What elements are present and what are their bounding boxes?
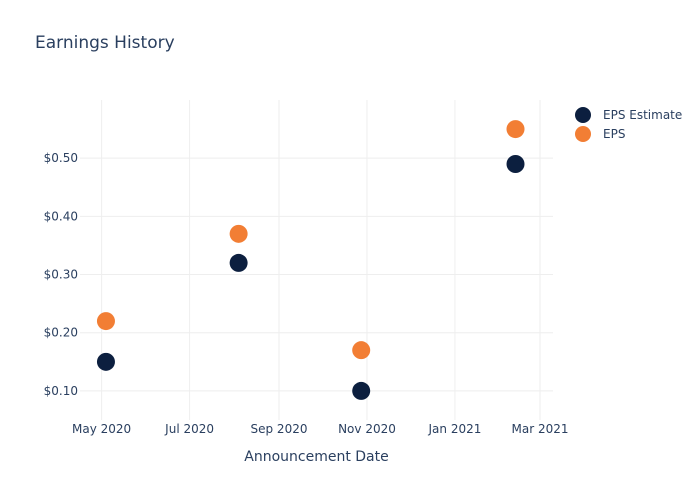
data-point-eps[interactable]	[96, 312, 115, 331]
y-tick-label: $0.20	[44, 326, 78, 340]
legend[interactable]: EPS Estimate EPS	[575, 107, 682, 142]
data-point-eps[interactable]	[229, 224, 248, 243]
legend-label[interactable]: EPS	[603, 127, 625, 141]
chart-title: Earnings History	[35, 33, 175, 53]
x-tick-label: Sep 2020	[251, 422, 308, 436]
data-point-eps-estimate[interactable]	[352, 381, 371, 400]
y-tick-label: $0.30	[44, 268, 78, 282]
x-tick-label: Nov 2020	[338, 422, 396, 436]
data-point-eps[interactable]	[506, 120, 525, 139]
x-tick-label: Jul 2020	[164, 422, 214, 436]
data-point-eps-estimate[interactable]	[506, 155, 525, 173]
data-points	[96, 120, 525, 400]
x-tick-label: May 2020	[72, 422, 131, 436]
legend-marker[interactable]	[575, 126, 591, 142]
y-tick-label: $0.50	[44, 151, 78, 165]
data-point-eps-estimate[interactable]	[96, 352, 115, 371]
data-point-eps-estimate[interactable]	[229, 253, 248, 272]
legend-marker[interactable]	[575, 107, 591, 123]
y-tick-label: $0.40	[44, 209, 78, 223]
x-tick-label: Mar 2021	[512, 422, 569, 436]
grid	[80, 100, 553, 420]
x-tick-label: Jan 2021	[428, 422, 482, 436]
x-axis-title: Announcement Date	[244, 449, 388, 465]
tick-labels: May 2020 Jul 2020 Sep 2020 Nov 2020 Jan 2021…	[44, 151, 569, 436]
legend-label[interactable]: EPS Estimate	[603, 108, 682, 122]
data-point-eps[interactable]	[352, 341, 371, 360]
y-tick-label: $0.10	[44, 384, 78, 398]
